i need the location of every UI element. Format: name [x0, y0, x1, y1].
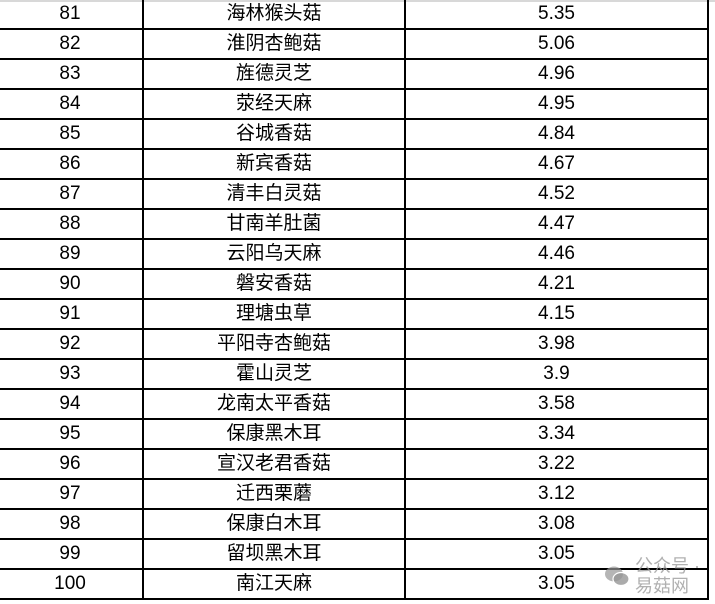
rank-cell: 98 [0, 509, 144, 540]
table-row: 95 保康黑木耳 3.34 [0, 419, 709, 450]
table-row: 92 平阳寺杏鲍菇 3.98 [0, 329, 709, 360]
rank-cell: 87 [0, 179, 144, 210]
rank-cell: 82 [0, 29, 144, 60]
table-row: 100 南江天麻 3.05 [0, 569, 709, 600]
name-cell: 谷城香菇 [143, 119, 406, 150]
value-cell: 4.67 [405, 149, 709, 180]
value-cell: 3.05 [405, 539, 709, 570]
name-cell: 平阳寺杏鲍菇 [143, 329, 406, 360]
rank-cell: 96 [0, 449, 144, 480]
rank-cell: 89 [0, 239, 144, 270]
rank-cell: 94 [0, 389, 144, 420]
value-cell: 4.95 [405, 89, 709, 120]
name-cell: 留坝黑木耳 [143, 539, 406, 570]
rank-cell: 97 [0, 479, 144, 510]
value-cell: 4.96 [405, 59, 709, 90]
name-cell: 清丰白灵菇 [143, 179, 406, 210]
rank-cell: 95 [0, 419, 144, 450]
table-row: 84 荥经天麻 4.95 [0, 89, 709, 120]
table-row: 86 新宾香菇 4.67 [0, 149, 709, 180]
name-cell: 保康白木耳 [143, 509, 406, 540]
value-cell: 3.98 [405, 329, 709, 360]
table-row: 88 甘南羊肚菌 4.47 [0, 209, 709, 240]
table-row: 85 谷城香菇 4.84 [0, 119, 709, 150]
table-row: 97 迁西栗蘑 3.12 [0, 479, 709, 510]
rank-cell: 92 [0, 329, 144, 360]
value-cell: 3.12 [405, 479, 709, 510]
table-row: 94 龙南太平香菇 3.58 [0, 389, 709, 420]
name-cell: 旌德灵芝 [143, 59, 406, 90]
rank-cell: 91 [0, 299, 144, 330]
name-cell: 保康黑木耳 [143, 419, 406, 450]
rank-cell: 90 [0, 269, 144, 300]
table-row: 91 理塘虫草 4.15 [0, 299, 709, 330]
name-cell: 龙南太平香菇 [143, 389, 406, 420]
name-cell: 甘南羊肚菌 [143, 209, 406, 240]
value-cell: 4.46 [405, 239, 709, 270]
rank-cell: 83 [0, 59, 144, 90]
name-cell: 荥经天麻 [143, 89, 406, 120]
value-cell: 3.08 [405, 509, 709, 540]
rank-cell: 99 [0, 539, 144, 570]
name-cell: 迁西栗蘑 [143, 479, 406, 510]
value-cell: 4.21 [405, 269, 709, 300]
value-cell: 4.84 [405, 119, 709, 150]
name-cell: 霍山灵芝 [143, 359, 406, 390]
rank-cell: 88 [0, 209, 144, 240]
rank-cell: 84 [0, 89, 144, 120]
name-cell: 宣汉老君香菇 [143, 449, 406, 480]
value-cell: 5.06 [405, 29, 709, 60]
table-row: 83 旌德灵芝 4.96 [0, 59, 709, 90]
rank-cell: 81 [0, 0, 144, 30]
value-cell: 3.05 [405, 569, 709, 600]
table-row: 90 磐安香菇 4.21 [0, 269, 709, 300]
name-cell: 新宾香菇 [143, 149, 406, 180]
rank-cell: 86 [0, 149, 144, 180]
name-cell: 南江天麻 [143, 569, 406, 600]
name-cell: 磐安香菇 [143, 269, 406, 300]
table-row: 93 霍山灵芝 3.9 [0, 359, 709, 390]
value-cell: 5.35 [405, 0, 709, 30]
rank-cell: 100 [0, 569, 144, 600]
table-row: 96 宣汉老君香菇 3.22 [0, 449, 709, 480]
rank-cell: 85 [0, 119, 144, 150]
name-cell: 海林猴头菇 [143, 0, 406, 30]
table-row: 89 云阳乌天麻 4.46 [0, 239, 709, 270]
value-cell: 3.22 [405, 449, 709, 480]
value-cell: 3.9 [405, 359, 709, 390]
table-row: 82 淮阴杏鲍菇 5.06 [0, 29, 709, 60]
value-cell: 4.47 [405, 209, 709, 240]
value-cell: 4.52 [405, 179, 709, 210]
table-row: 81 海林猴头菇 5.35 [0, 0, 709, 30]
value-cell: 4.15 [405, 299, 709, 330]
value-cell: 3.34 [405, 419, 709, 450]
value-cell: 3.58 [405, 389, 709, 420]
rank-cell: 93 [0, 359, 144, 390]
table-row: 87 清丰白灵菇 4.52 [0, 179, 709, 210]
name-cell: 云阳乌天麻 [143, 239, 406, 270]
table-row: 99 留坝黑木耳 3.05 [0, 539, 709, 570]
table-row: 98 保康白木耳 3.08 [0, 509, 709, 540]
name-cell: 淮阴杏鲍菇 [143, 29, 406, 60]
name-cell: 理塘虫草 [143, 299, 406, 330]
